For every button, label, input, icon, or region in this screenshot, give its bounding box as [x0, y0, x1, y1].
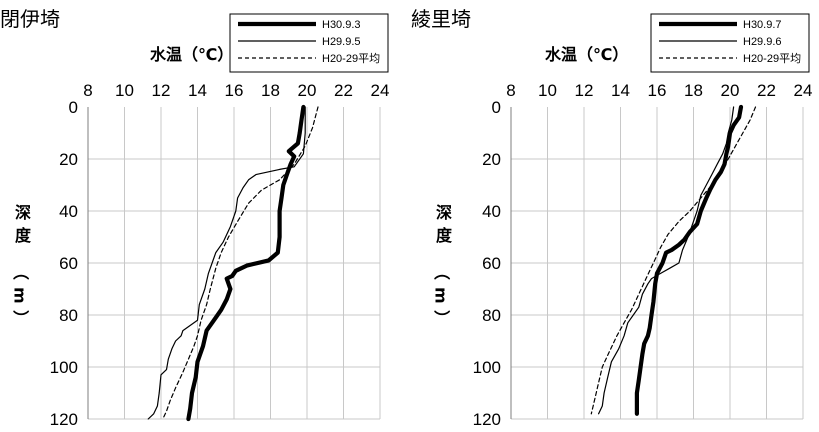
legend: H30.9.7 H29.9.6 H20-29平均 [650, 13, 810, 73]
chart-panel-2: 綾里埼 8 10 12 14 16 18 20 22 24 0 20 40 60 80 100 120 水温（℃）… [411, 7, 812, 429]
chart-title: 閉伊埼 [0, 7, 60, 31]
y-tick-label: 80 [482, 306, 501, 325]
series-line-thick [186, 104, 306, 422]
y-tick-label: 0 [69, 98, 78, 117]
y-tick-label: 80 [59, 306, 78, 325]
y-tick-label: 0 [492, 98, 501, 117]
x-tick-label: 18 [261, 81, 280, 100]
y-tick-label: 100 [50, 358, 78, 377]
series-line-dashed [590, 106, 757, 415]
x-tick-label: 16 [225, 81, 244, 100]
legend-label: H20-29平均 [322, 52, 380, 65]
x-tick-label: 18 [684, 81, 703, 100]
series-line-thin [147, 106, 306, 420]
x-tick-label: 24 [371, 81, 390, 100]
x-tick-label: 24 [794, 81, 813, 100]
x-tick-label: 20 [721, 81, 740, 100]
y-tick-label: 20 [482, 150, 501, 169]
chart-panel-1: 閉伊埼 8 10 12 14 16 18 20 22 24 0 20 40 60 80 100 120 水温（℃）… [0, 7, 389, 429]
x-tick-label: 20 [298, 81, 317, 100]
series-line-thin [597, 106, 735, 415]
x-tick-label: 16 [648, 81, 667, 100]
x-tick-label: 8 [83, 81, 92, 100]
x-tick-label: 10 [115, 81, 134, 100]
x-axis-label: 水温（℃） [150, 45, 233, 64]
y-tick-label: 120 [473, 410, 501, 429]
x-tick-label: 8 [506, 81, 515, 100]
chart-title: 綾里埼 [411, 7, 471, 31]
legend: H30.9.3 H29.9.5 H20-29平均 [229, 13, 389, 73]
legend-label: H29.9.5 [322, 36, 361, 48]
y-axis-label: 深度（ m） [431, 203, 453, 326]
y-tick-label: 40 [59, 202, 78, 221]
x-tick-label: 12 [152, 81, 171, 100]
legend-label: H30.9.3 [322, 19, 361, 31]
x-tick-label: 14 [188, 81, 207, 100]
x-tick-label: 22 [757, 81, 776, 100]
x-tick-label: 12 [575, 81, 594, 100]
y-tick-label: 120 [50, 410, 78, 429]
x-axis-label: 水温（℃） [545, 45, 628, 64]
series-line-thick [634, 104, 744, 416]
x-tick-label: 22 [334, 81, 353, 100]
y-tick-label: 60 [482, 254, 501, 273]
y-axis-label: 深度（ m） [10, 203, 32, 326]
y-tick-label: 20 [59, 150, 78, 169]
y-tick-label: 100 [473, 358, 501, 377]
legend-label: H20-29平均 [743, 52, 801, 65]
y-tick-label: 60 [59, 254, 78, 273]
y-tick-label: 40 [482, 202, 501, 221]
x-tick-label: 10 [538, 81, 557, 100]
legend-label: H29.9.6 [743, 36, 782, 48]
x-tick-label: 14 [611, 81, 630, 100]
legend-label: H30.9.7 [743, 19, 782, 31]
series-line-dashed [162, 106, 319, 420]
